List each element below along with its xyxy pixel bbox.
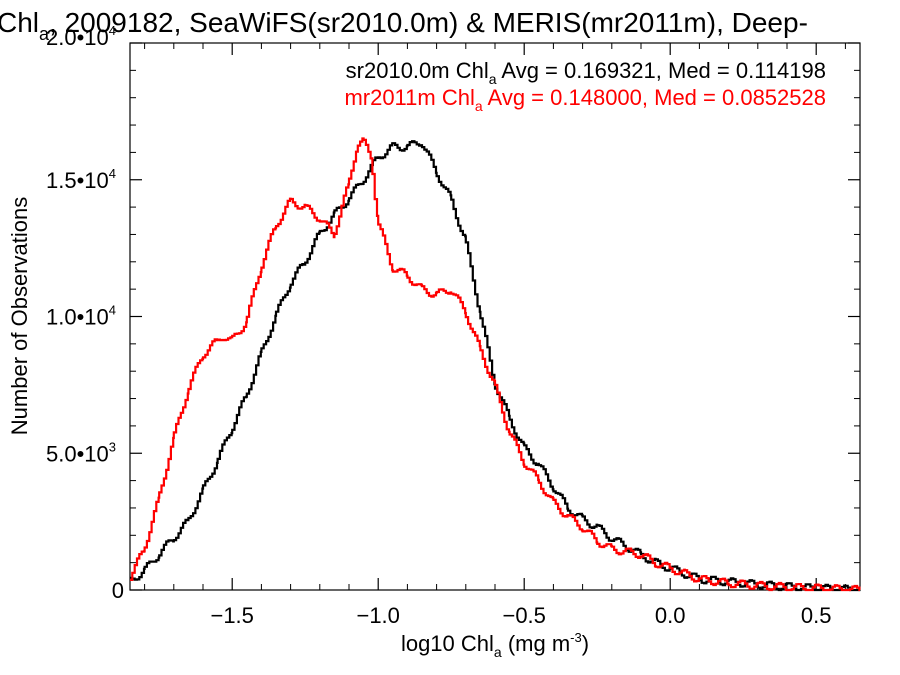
y-tick-label: 1.5•104 — [46, 166, 116, 193]
legend-entry-mr2011: mr2011m Chla Avg = 0.148000, Med = 0.085… — [344, 85, 826, 114]
x-tick-labels: −1.5 −1.0 −0.5 0.0 0.5 — [210, 603, 831, 628]
legend-mr2011-suffix: Avg = 0.148000, Med = 0.0852528 — [483, 85, 826, 110]
title-prefix: Chl — [0, 7, 39, 38]
y-tick-mantissa: 1.5•10 — [46, 168, 109, 193]
series-line-1 — [130, 137, 861, 592]
xlabel-superscript: -3 — [570, 630, 582, 645]
y-tick-mantissa: 2.0•10 — [46, 25, 109, 50]
y-tick-mantissa: 5.0•10 — [46, 441, 109, 466]
xlabel-suffix: ) — [582, 631, 589, 656]
legend-sr2010-prefix: sr2010.0m Chl — [346, 58, 489, 83]
xlabel-prefix: log10 Chl — [401, 631, 494, 656]
chart-title: Chla, 2009182, SeaWiFS(sr2010.0m) & MERI… — [0, 7, 808, 44]
legend-sr2010-subscript: a — [489, 71, 497, 87]
y-tick-label: 1.0•104 — [46, 303, 116, 330]
plot-frame — [129, 42, 861, 591]
x-tick-label: −0.5 — [502, 603, 545, 628]
y-tick-exponent: 4 — [109, 303, 116, 318]
y-tick-mantissa: 1.0•10 — [46, 305, 109, 330]
axis-ticks — [130, 42, 860, 591]
y-axis-label: Number of Observations — [7, 197, 32, 435]
y-tick-label: 0 — [112, 578, 124, 603]
y-tick-label: 2.0•104 — [46, 23, 116, 50]
x-tick-label: −1.0 — [356, 603, 399, 628]
y-tick-mantissa: 0 — [112, 578, 124, 603]
legend-mr2011-prefix: mr2011m Chl — [344, 85, 474, 110]
x-axis-label: log10 Chla (mg m-3) — [401, 630, 589, 660]
xlabel-subscript: a — [494, 644, 502, 660]
series-lines — [130, 137, 861, 592]
y-tick-label: 5.0•103 — [46, 439, 116, 466]
xlabel-middle: (mg m — [502, 631, 570, 656]
legend-sr2010-suffix: Avg = 0.169321, Med = 0.114198 — [497, 58, 826, 83]
x-tick-label: −1.5 — [210, 603, 253, 628]
legend-mr2011-subscript: a — [475, 98, 483, 114]
x-tick-label: 0.5 — [801, 603, 832, 628]
y-tick-exponent: 4 — [109, 23, 116, 38]
y-tick-exponent: 4 — [109, 166, 116, 181]
x-tick-label: 0.0 — [655, 603, 686, 628]
title-subscript: a — [39, 24, 50, 44]
y-tick-exponent: 3 — [109, 439, 116, 454]
legend-entry-sr2010: sr2010.0m Chla Avg = 0.169321, Med = 0.1… — [346, 58, 826, 87]
title-rest: , 2009182, SeaWiFS(sr2010.0m) & MERIS(mr… — [49, 7, 808, 38]
series-line-0 — [130, 140, 861, 592]
